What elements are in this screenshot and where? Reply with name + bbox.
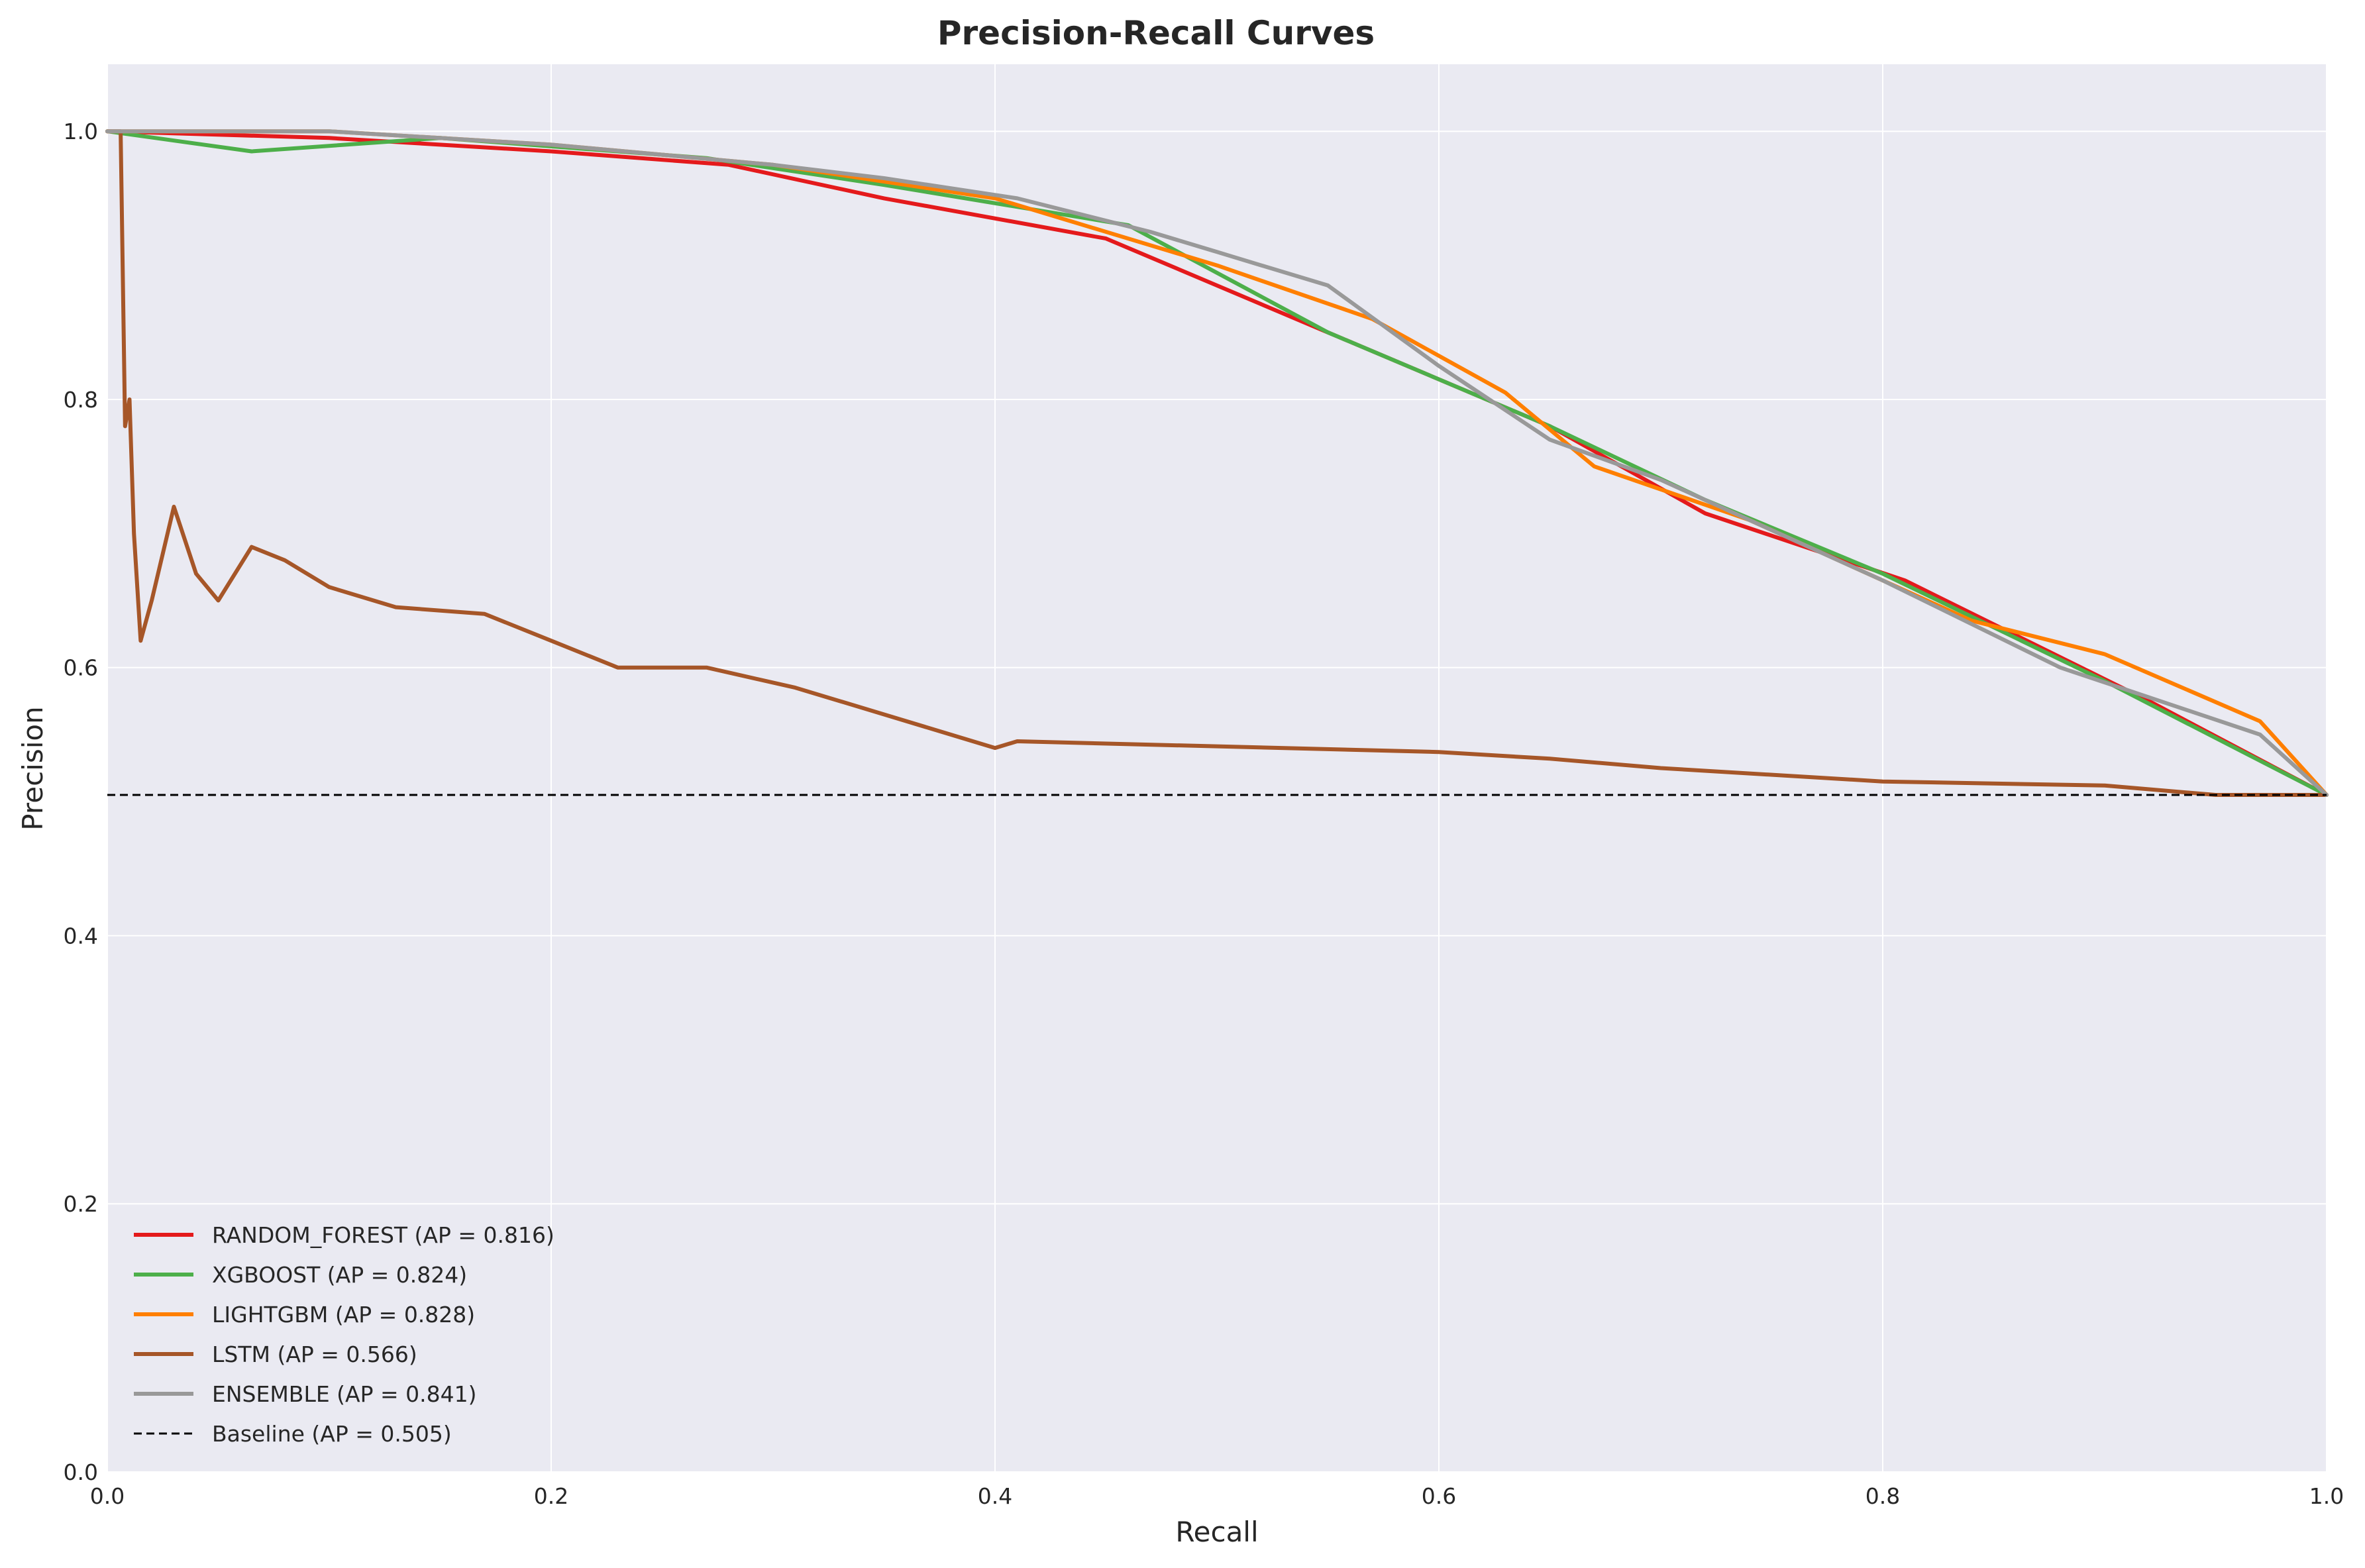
grid-lines xyxy=(107,64,2327,1473)
legend-entry: LSTM (AP = 0.566) xyxy=(212,1341,417,1367)
y-axis-label: Precision xyxy=(17,706,49,830)
legend-entry: Baseline (AP = 0.505) xyxy=(212,1421,452,1447)
y-tick-label: 1.0 xyxy=(64,119,98,144)
plot-area xyxy=(107,64,2327,1472)
x-tick-label: 0.6 xyxy=(1422,1483,1456,1509)
x-axis-label: Recall xyxy=(1175,1516,1258,1548)
y-tick-label: 0.4 xyxy=(64,923,98,949)
series-line-0 xyxy=(105,129,2329,797)
x-tick-label: 0.8 xyxy=(1866,1483,1900,1509)
series-lines xyxy=(105,129,2329,797)
x-tick-label: 1.0 xyxy=(2309,1483,2344,1509)
series-line-1 xyxy=(105,129,2329,797)
legend-entry: ENSEMBLE (AP = 0.841) xyxy=(212,1381,477,1407)
series-line-4 xyxy=(105,129,2329,797)
y-tick-label: 0.2 xyxy=(64,1191,98,1217)
y-tick-label: 0.8 xyxy=(64,387,98,413)
y-tick-label: 0.0 xyxy=(64,1459,98,1485)
legend: RANDOM_FOREST (AP = 0.816) XGBOOST (AP = … xyxy=(134,1222,554,1447)
y-tick-label: 0.6 xyxy=(64,655,98,681)
y-tick-labels: 0.0 0.2 0.4 0.6 0.8 1.0 xyxy=(64,119,98,1485)
legend-entry: RANDOM_FOREST (AP = 0.816) xyxy=(212,1222,554,1248)
x-tick-label: 0.4 xyxy=(978,1483,1012,1509)
x-tick-labels: 0.0 0.2 0.4 0.6 0.8 1.0 xyxy=(90,1483,2344,1509)
x-tick-label: 0.2 xyxy=(534,1483,568,1509)
x-tick-label: 0.0 xyxy=(90,1483,125,1509)
series-line-3 xyxy=(105,129,2329,797)
legend-entry: LIGHTGBM (AP = 0.828) xyxy=(212,1302,475,1328)
legend-entry: XGBOOST (AP = 0.824) xyxy=(212,1262,467,1288)
chart-title: Precision-Recall Curves xyxy=(937,14,1375,52)
